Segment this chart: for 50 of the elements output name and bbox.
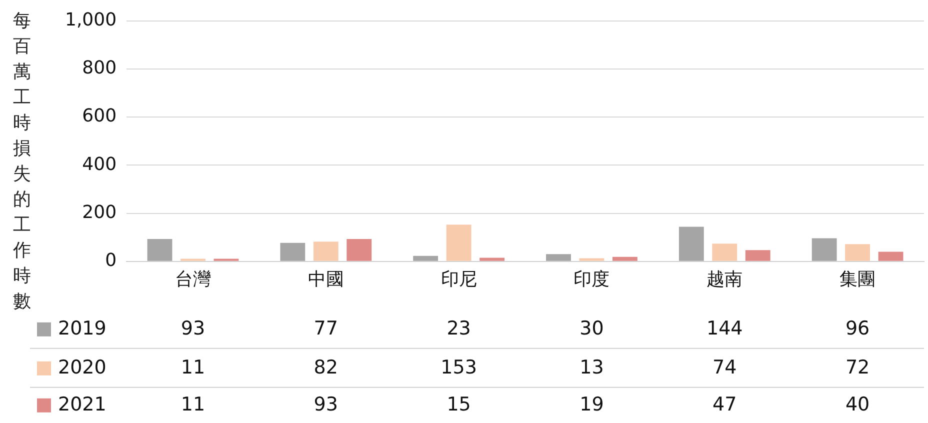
data-label: 40 (845, 393, 870, 416)
data-label: 15 (446, 393, 471, 416)
x-tick-label: 集團 (840, 268, 876, 290)
data-label: 77 (314, 317, 338, 340)
bar (579, 258, 604, 261)
bar (878, 252, 904, 261)
data-label: 93 (180, 317, 206, 340)
bar (480, 258, 504, 261)
y-tick-label: 0 (105, 250, 117, 272)
bar (612, 256, 638, 261)
data-label: 96 (845, 317, 870, 340)
x-tick-label: 印尼 (440, 268, 477, 290)
legend-label: 2019 (58, 317, 106, 340)
data-label: 82 (314, 356, 338, 378)
bar (546, 254, 571, 261)
data-label: 72 (845, 356, 870, 378)
data-label: 74 (712, 356, 737, 378)
x-tick-label: 台灣 (174, 268, 211, 290)
x-tick-label: 中國 (308, 268, 344, 290)
y-tick-label: 800 (82, 58, 117, 79)
data-label: 11 (180, 393, 206, 416)
text: 每百萬工時損失的工作時數 (13, 10, 31, 312)
y-tick-label: 600 (82, 106, 117, 127)
bar (678, 226, 704, 261)
legend-label: 2020 (58, 356, 106, 378)
x-tick-label: 印度 (574, 268, 610, 290)
data-label: 93 (314, 393, 338, 416)
data-label: 11 (180, 356, 206, 378)
data-label: 47 (712, 393, 737, 416)
y-tick-label: 400 (82, 154, 117, 175)
bar (812, 238, 837, 261)
y-tick-label: 200 (82, 202, 117, 223)
data-label: 30 (580, 317, 604, 340)
x-tick-label: 越南 (706, 268, 743, 290)
bar (280, 242, 306, 261)
bar (313, 242, 338, 261)
data-label: 153 (440, 356, 477, 378)
data-label: 144 (706, 317, 743, 340)
bar (446, 224, 472, 261)
data-label: 13 (580, 356, 604, 378)
data-label: 19 (580, 393, 604, 416)
bar (413, 256, 438, 261)
bar (147, 239, 172, 261)
bar (712, 244, 738, 261)
bar (845, 244, 870, 261)
y-tick-label: 1,000 (65, 9, 117, 30)
legend-label: 2021 (58, 393, 106, 416)
bar (745, 250, 770, 261)
bar (346, 239, 372, 261)
data-label: 23 (446, 317, 471, 340)
